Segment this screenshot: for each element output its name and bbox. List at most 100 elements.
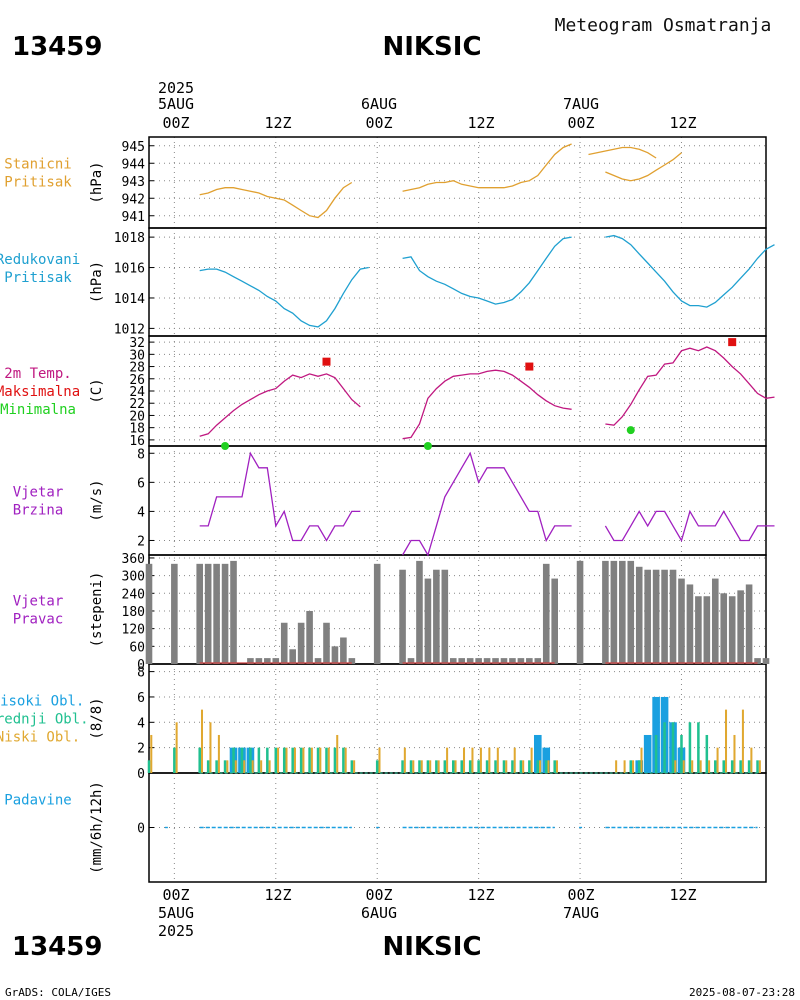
low-cloud-bar — [488, 747, 491, 773]
mid-cloud-bar — [637, 760, 641, 773]
bottom-date-5aug: 5AUG — [158, 904, 194, 922]
wind-direction-bar — [416, 560, 423, 664]
mid-cloud-bar — [215, 760, 218, 773]
y-tick-label: 0 — [137, 767, 145, 782]
wind-direction-bar — [526, 658, 533, 664]
mid-cloud-bar — [418, 760, 421, 773]
station-pressure-line — [402, 143, 572, 192]
mid-cloud-bar — [747, 760, 751, 773]
top-tick-label: 12Z — [264, 114, 291, 132]
station-pressure-line — [199, 181, 353, 219]
wind-direction-bar — [635, 566, 643, 664]
mid-cloud-bar — [671, 722, 675, 773]
panel-frame-temperature — [148, 335, 767, 447]
wind-direction-bar — [247, 658, 254, 664]
mid-cloud-bar — [282, 747, 286, 773]
header-station-name: NIKSIC — [382, 32, 481, 62]
low-cloud-bar — [513, 747, 516, 773]
wind-direction-bar — [466, 658, 474, 664]
tmax-marker — [525, 362, 534, 371]
wind-direction-bar — [678, 578, 685, 664]
mid-cloud-bar — [266, 747, 269, 773]
mid-cloud-bar — [629, 760, 633, 773]
bottom-tick-label: 00Z — [567, 886, 594, 904]
low-cloud-bar — [234, 760, 237, 773]
mid-cloud-bar — [409, 760, 413, 773]
panels-group: 941 942 943 944 945 (hPa) Stanicni Pritisak 1012… — [0, 136, 775, 883]
chart-title: Meteogram Osmatranja — [555, 15, 772, 36]
tmin-marker — [626, 426, 635, 435]
y-tick-label: 4 — [137, 505, 145, 520]
y-tick-label: 26 — [129, 373, 145, 388]
low-cloud-bar — [691, 760, 694, 773]
tmax-marker — [322, 357, 331, 366]
low-cloud-bar — [479, 747, 482, 773]
low-cloud-bar — [741, 709, 744, 773]
mid-cloud-bar — [257, 747, 261, 773]
y-tick-label: 1016 — [114, 262, 145, 277]
wind-direction-bar — [745, 584, 753, 664]
low-cloud-bar — [378, 747, 381, 773]
low-cloud-bar — [522, 760, 525, 773]
wind-direction-bar — [306, 610, 313, 664]
panel-frame-reduced-pressure — [148, 227, 767, 337]
mid-cloud-bar — [249, 747, 252, 773]
panel-label-station-pressure: Stanicni — [4, 157, 71, 173]
y-tick-label: 0 — [137, 658, 145, 673]
wind-direction-bar — [551, 578, 558, 664]
bottom-tick-label: 12Z — [467, 886, 494, 904]
mid-cloud-bar — [697, 722, 700, 773]
mid-cloud-bar — [705, 734, 709, 773]
y-tick-label: 6 — [137, 691, 145, 706]
wind-direction-bar — [221, 563, 229, 664]
top-date-5aug: 5AUG — [158, 95, 194, 113]
mid-cloud-bar — [206, 760, 210, 773]
unit-label-station-pressure: (hPa) — [89, 161, 105, 203]
footer-timestamp: 2025-08-07-23:28 — [689, 986, 795, 999]
wind-direction-bar — [602, 560, 609, 664]
wind-direction-bar — [280, 622, 288, 664]
low-cloud-bar — [615, 760, 618, 773]
mid-cloud-bar — [485, 760, 489, 773]
wind-direction-bar — [255, 658, 263, 664]
panel-label-wind-speed: Brzina — [13, 503, 64, 519]
y-tick-label: 941 — [122, 210, 145, 225]
wind-direction-bar — [492, 658, 499, 664]
unit-label-precipitation: (mm/6h/12h) — [89, 781, 105, 874]
mid-cloud-bar — [350, 760, 354, 773]
top-year-label: 2025 — [158, 79, 194, 97]
footer-software: GrADS: COLA/IGES — [5, 986, 111, 999]
low-cloud-bar — [530, 747, 533, 773]
unit-label-reduced-pressure: (hPa) — [89, 261, 105, 303]
panel-label-temperature: Minimalna — [0, 402, 76, 418]
station-pressure-line — [588, 146, 657, 159]
y-tick-label: 360 — [122, 552, 145, 567]
panel-label-reduced-pressure: Pritisak — [4, 270, 72, 286]
panel-label-clouds: Srednji Obl. — [0, 712, 89, 728]
mid-cloud-bar — [688, 722, 692, 773]
wind-direction-bar — [449, 658, 457, 664]
wind-direction-bar — [509, 658, 516, 664]
mid-cloud-bar — [325, 747, 328, 773]
y-tick-label: 240 — [122, 587, 145, 602]
y-tick-label: 6 — [137, 476, 145, 491]
panel-label-precipitation: Padavine — [4, 793, 71, 809]
y-tick-label: 945 — [122, 140, 145, 155]
y-tick-label: 16 — [129, 434, 145, 449]
wind-direction-bar — [500, 658, 508, 664]
footer-station-name: NIKSIC — [382, 932, 481, 962]
mid-cloud-bar — [223, 760, 227, 773]
mid-cloud-bar — [173, 747, 176, 773]
mid-cloud-bar — [663, 722, 666, 773]
wind-direction-bar — [213, 563, 220, 664]
wind-direction-bar — [171, 563, 178, 664]
top-tick-label: 12Z — [467, 114, 494, 132]
wind-direction-bar — [196, 563, 204, 664]
mid-cloud-bar — [494, 760, 497, 773]
low-cloud-bar — [251, 760, 254, 773]
low-cloud-bar — [293, 747, 296, 773]
low-cloud-bar — [716, 747, 719, 773]
y-tick-label: 300 — [122, 570, 145, 585]
temperature-line — [199, 373, 361, 437]
